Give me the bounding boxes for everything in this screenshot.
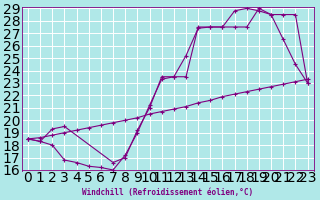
X-axis label: Windchill (Refroidissement éolien,°C): Windchill (Refroidissement éolien,°C) xyxy=(82,188,253,197)
